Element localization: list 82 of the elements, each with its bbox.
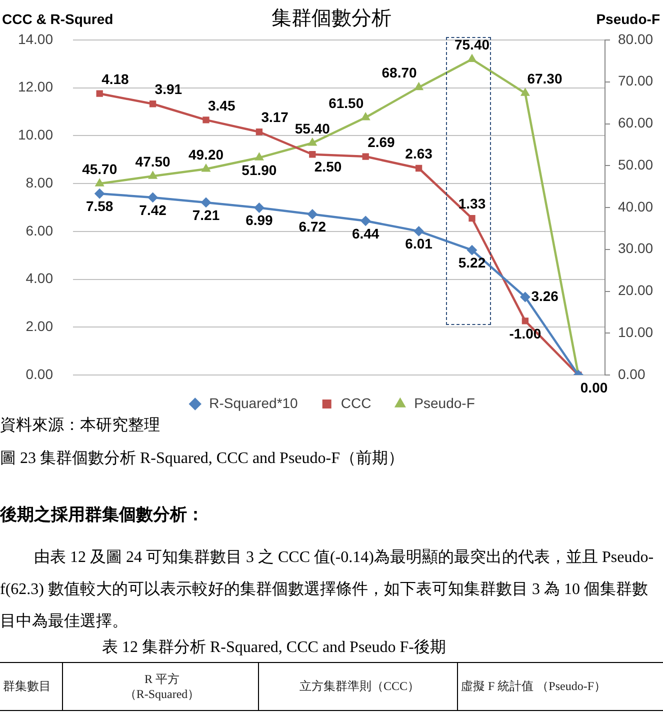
data-label: 68.70 xyxy=(382,64,418,81)
point xyxy=(360,216,371,226)
point xyxy=(361,112,370,120)
point xyxy=(520,292,530,302)
chart-title: 集群個數分析 xyxy=(272,7,392,30)
y-tick-label: 4.00 xyxy=(26,270,54,286)
data-label: 5.22 xyxy=(458,254,486,270)
annotation: 2.69 xyxy=(368,134,396,150)
point xyxy=(468,54,476,62)
point xyxy=(202,164,210,172)
data-label: 6.01 xyxy=(405,236,433,252)
y-tick-label: 0.00 xyxy=(26,366,54,382)
data-label: 49.20 xyxy=(188,146,224,162)
y2-axis-title: Pseudo-F xyxy=(596,10,660,27)
text: 表 12 集群分析 R-Squared, CCC and Pseudo F-後期 xyxy=(102,638,446,658)
legend-label: CCC xyxy=(340,394,372,411)
data-label: 67.30 xyxy=(527,70,562,87)
data-label: 6.99 xyxy=(246,212,274,228)
point xyxy=(362,153,369,160)
data-label: 3.26 xyxy=(531,288,559,304)
point xyxy=(95,178,104,186)
point xyxy=(202,116,210,124)
point xyxy=(96,90,103,97)
annotation: 2.63 xyxy=(405,146,433,162)
annotation: 4.18 xyxy=(102,70,130,87)
table-grid: 群集數目 R 平方 （R-Squared） 立方集群準則（CCC） 虛擬 F 統計值 （Pseudo-F） xyxy=(0,662,663,711)
annotation: 3.17 xyxy=(261,109,289,126)
data-label: 0.00 xyxy=(580,379,608,396)
point xyxy=(201,197,211,208)
y-tick-label: 6.00 xyxy=(26,222,54,238)
data-label: 47.50 xyxy=(135,153,171,170)
source-note: 資料來源：本研究整理 xyxy=(0,416,160,436)
data-label: 75.40 xyxy=(454,36,490,53)
text: 由表 12 及圖 24 可知集群數目 3 之 CCC 值(-0.14)為最明顯的最突出的代表，並且 Pseudo-f(62.3) 數值較大的可以表示較好的集群個數選擇條件，如下表可知集群數目 3 為 10 個集群數目中為最佳選擇。 xyxy=(0,548,655,632)
point xyxy=(308,138,317,146)
point xyxy=(309,151,316,158)
data-label: 6.72 xyxy=(298,218,326,235)
point xyxy=(148,171,158,179)
point xyxy=(414,82,424,90)
data-label: 6.44 xyxy=(352,225,380,242)
point xyxy=(467,245,477,256)
y2-tick-label: 20.00 xyxy=(618,282,654,298)
point xyxy=(254,202,264,213)
y-tick-label: 12.00 xyxy=(18,78,54,95)
point xyxy=(520,88,530,96)
y-axis-title: CCC & R-Squred xyxy=(2,10,114,27)
data-label: 61.50 xyxy=(328,94,364,111)
data-label: 51.90 xyxy=(242,162,277,178)
y2-tick-label: 10.00 xyxy=(618,324,654,340)
y-tick-label: 10.00 xyxy=(18,126,54,143)
point xyxy=(149,100,156,108)
data-label: 45.70 xyxy=(82,160,118,177)
y2-tick-label: 60.00 xyxy=(618,114,654,131)
data-label: 7.21 xyxy=(192,206,220,223)
y-tick-label: 8.00 xyxy=(26,174,54,190)
point xyxy=(307,209,318,220)
data-label: 55.40 xyxy=(294,120,330,136)
point xyxy=(256,128,263,136)
point xyxy=(415,164,422,172)
y-tick-label: 2.00 xyxy=(26,318,54,334)
caption: 圖 23 集群個數分析 R-Squared, CCC and Pseudo-F（前期） xyxy=(0,449,404,469)
y2-tick-label: 80.00 xyxy=(618,30,654,47)
legend-label: Pseudo-F xyxy=(414,394,475,411)
point xyxy=(468,214,476,222)
point xyxy=(254,152,264,160)
annotation: 3.45 xyxy=(208,97,236,114)
annotation: 1.33 xyxy=(458,196,486,212)
legend-label: R-Squared*10 xyxy=(209,394,298,411)
y2-tick-label: 40.00 xyxy=(618,198,654,214)
data-label: 7.58 xyxy=(86,198,114,214)
point xyxy=(414,226,424,236)
y2-tick-label: 30.00 xyxy=(618,240,654,256)
annotation: 2.50 xyxy=(314,158,342,175)
y2-tick-label: 0.00 xyxy=(618,366,646,382)
data-label: 7.42 xyxy=(139,202,167,218)
y-tick-label: 14.00 xyxy=(18,30,54,47)
y2-tick-label: 50.00 xyxy=(618,156,654,172)
point xyxy=(148,192,158,202)
point xyxy=(94,188,105,199)
annotation: 3.91 xyxy=(154,81,182,98)
y2-tick-label: 70.00 xyxy=(618,72,654,89)
point xyxy=(522,318,529,324)
